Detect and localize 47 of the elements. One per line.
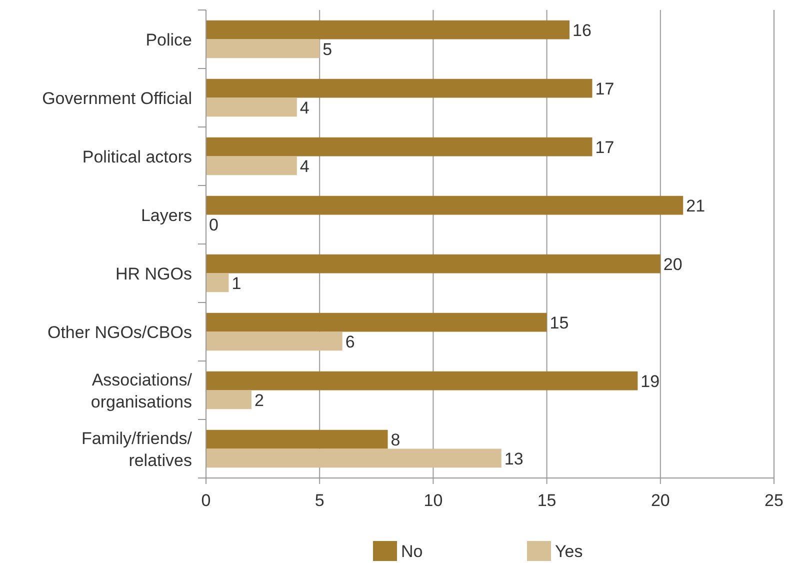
data-label: 5 — [322, 40, 332, 59]
data-label: 1 — [232, 274, 242, 293]
data-label: 13 — [504, 449, 524, 468]
data-label: 21 — [686, 196, 706, 216]
data-label: 4 — [300, 98, 310, 118]
data-label: 16 — [572, 20, 592, 40]
legend-label: No — [401, 542, 423, 562]
data-label: 15 — [550, 313, 569, 332]
bar — [206, 196, 684, 215]
y-tick-label: Other NGOs/CBOs — [47, 322, 192, 342]
bar — [206, 312, 547, 332]
y-tick-label: HR NGOs — [116, 264, 192, 284]
y-tick-label: Family/friends/ relatives — [81, 428, 192, 470]
data-label: 17 — [595, 79, 614, 98]
x-tick-label: 25 — [764, 491, 784, 510]
data-label: 8 — [390, 430, 400, 450]
bar — [206, 20, 570, 40]
bar — [206, 78, 592, 98]
data-label: 2 — [254, 390, 264, 410]
bar — [206, 332, 342, 351]
y-tick-label: Political actors — [82, 147, 192, 166]
bar — [206, 448, 502, 468]
bar — [206, 98, 297, 117]
x-tick-label: 20 — [650, 491, 670, 510]
bar — [206, 137, 592, 156]
data-label: 19 — [640, 372, 660, 391]
legend-label: Yes — [555, 542, 583, 562]
bar — [206, 390, 252, 410]
bar — [206, 156, 297, 176]
data-label: 6 — [345, 332, 355, 352]
x-tick-label: 10 — [424, 491, 443, 510]
y-tick-label: Associations/ organisations — [90, 370, 192, 412]
y-tick-label: Police — [146, 30, 192, 50]
bar — [206, 430, 388, 449]
y-tick-label: Layers — [140, 206, 192, 225]
x-tick-label: 15 — [537, 491, 556, 510]
bar — [206, 254, 660, 274]
x-tick-label: 5 — [314, 491, 324, 510]
data-label: 17 — [595, 138, 614, 157]
bar — [206, 273, 229, 292]
data-label: 20 — [663, 254, 682, 274]
bar — [206, 39, 320, 58]
x-tick-label: 0 — [201, 491, 211, 510]
data-label: 0 — [209, 215, 218, 234]
data-label: 4 — [300, 156, 310, 176]
y-tick-label: Government Official — [42, 88, 192, 108]
bar — [206, 371, 638, 390]
